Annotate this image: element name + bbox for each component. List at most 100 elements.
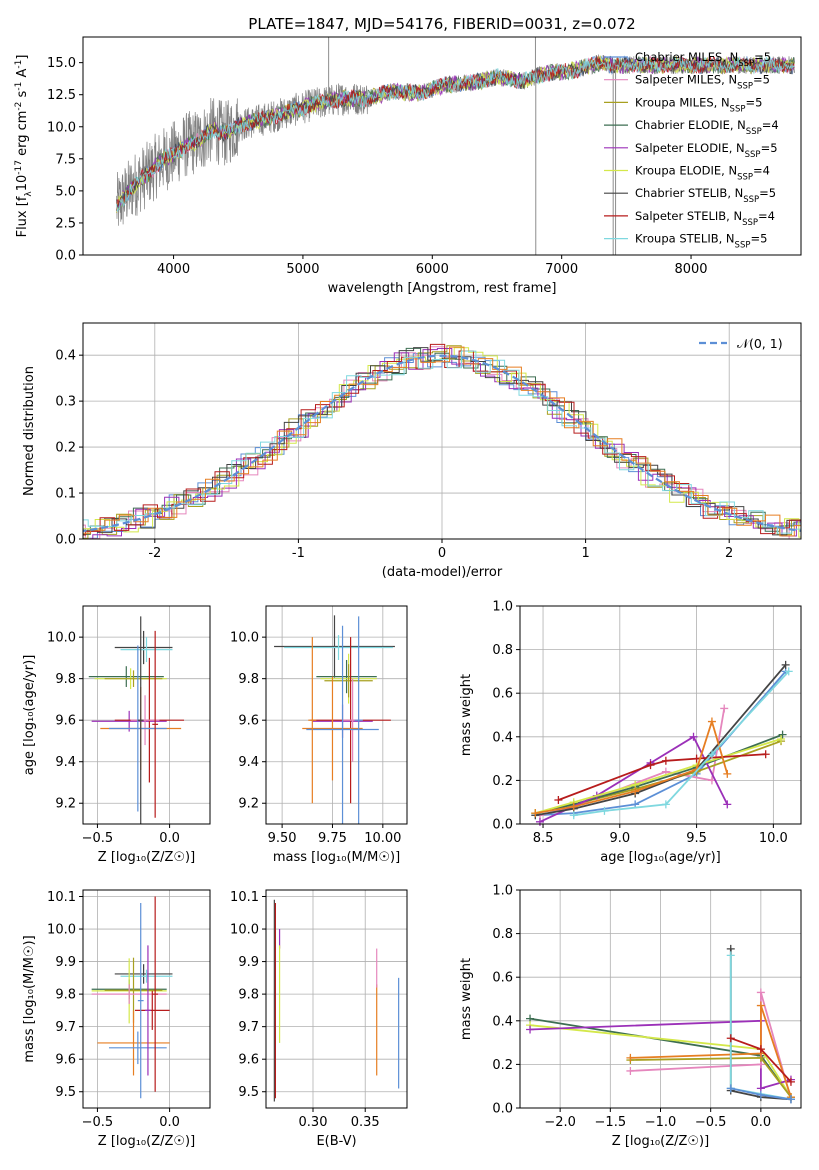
weight-marker-9-0 bbox=[569, 811, 578, 820]
legend-nssp: =5 bbox=[753, 73, 770, 87]
x-tick-label: 0 bbox=[438, 546, 446, 561]
x-tick-label: -1 bbox=[292, 546, 305, 561]
y-axis-label: Flux [fλ10-17 erg cm-2 s-1 A-1] bbox=[14, 55, 34, 238]
legend-name: Kroupa STELIB, N bbox=[635, 232, 735, 246]
weight-marker-6-4 bbox=[781, 660, 790, 669]
y-axis-label-part: erg cm bbox=[15, 111, 30, 160]
weight-marker-8-1 bbox=[756, 1090, 765, 1099]
weight-marker-3-2 bbox=[756, 988, 765, 997]
weight-marker-5-4 bbox=[777, 734, 786, 743]
legend-sub: SSP bbox=[737, 82, 753, 92]
x-tick-label: 9.0 bbox=[609, 831, 630, 846]
x-axis-label: Z [log₁₀(Z/Z☉)] bbox=[98, 1134, 195, 1149]
axes-mass-vs-Z bbox=[83, 890, 210, 1108]
legend-label-8: Kroupa STELIB, NSSP=5 bbox=[635, 232, 767, 251]
y-tick-label: 0.6 bbox=[492, 687, 513, 702]
figure-title: PLATE=1847, MJD=54176, FIBERID=0031, z=0… bbox=[248, 15, 635, 33]
y-tick-label: 0.2 bbox=[55, 441, 76, 456]
weight-lines-weight-vs-Z bbox=[526, 944, 795, 1104]
axes-frame bbox=[519, 605, 802, 825]
x-tick-label: −0.5 bbox=[82, 831, 114, 846]
x-tick-label: -2 bbox=[148, 546, 161, 561]
weight-marker-5-0 bbox=[626, 1053, 635, 1062]
legend-nssp: =5 bbox=[745, 95, 762, 109]
x-tick-label: 5000 bbox=[286, 262, 319, 277]
weight-marker-8-4 bbox=[707, 717, 716, 726]
frame-weight-vs-age: 8.5 9.0 9.5 10.0 0.0 0.2 0.4 0.6 0.8 1.0 age [log₁… bbox=[459, 600, 802, 865]
y-tick-label: 0.8 bbox=[492, 643, 513, 658]
weight-marker-7-1 bbox=[646, 761, 655, 770]
x-axis-label: Z [log₁₀(Z/Z☉)] bbox=[98, 850, 195, 865]
histogram-step-9 bbox=[83, 346, 801, 537]
errorbars-mass-vs-Z bbox=[91, 896, 173, 1099]
frame-spectrum: 4000 5000 6000 7000 8000 0.0 2.5 5.0 7.5 10.0 12.5… bbox=[47, 36, 802, 296]
y-tick-label: 9.9 bbox=[238, 955, 259, 970]
y-axis-label-part: A bbox=[15, 69, 30, 82]
y-tick-label: 10.0 bbox=[47, 631, 76, 646]
x-axis-label: (data-model)/error bbox=[382, 565, 503, 580]
x-tick-label: 7000 bbox=[545, 262, 578, 277]
y-tick-label: 9.7 bbox=[238, 1020, 259, 1035]
x-tick-label: 8000 bbox=[674, 262, 707, 277]
frame-mass-vs-ebv: 0.30 0.35 9.5 9.6 9.7 9.8 9.9 10.0 10.1 E(B-V) bbox=[230, 889, 408, 1149]
y-axis-label-part: -2 bbox=[14, 102, 24, 111]
y-tick-label: 9.5 bbox=[238, 1085, 259, 1100]
legend-sub: SSP bbox=[735, 241, 751, 251]
weight-marker-9-2 bbox=[661, 800, 670, 809]
legend-sub: SSP bbox=[742, 218, 758, 228]
legend-nssp: =5 bbox=[759, 186, 776, 200]
y-tick-label: 0.4 bbox=[492, 1014, 513, 1029]
x-axis-label: wavelength [Angstrom, rest frame] bbox=[328, 281, 557, 296]
x-tick-label: 9.75 bbox=[318, 831, 347, 846]
legend-nssp: =4 bbox=[758, 209, 775, 223]
y-tick-label: 9.6 bbox=[238, 714, 259, 729]
legend-label-5: Kroupa ELODIE, NSSP=4 bbox=[635, 164, 770, 183]
weight-series-5 bbox=[630, 1005, 792, 1098]
legend-label-2: Kroupa MILES, NSSP=5 bbox=[635, 95, 762, 114]
panels: 4000 5000 6000 7000 80000.02.55.07.510.012.5… bbox=[14, 36, 802, 1149]
frame-weight-vs-Z: −2.0 −1.5 −1.0 −0.5 0.0 0.0 0.2 0.4 0.6 0.8 1.0 Z [… bbox=[459, 884, 802, 1149]
y-tick-label: 0.6 bbox=[492, 971, 513, 986]
x-tick-label: 8.5 bbox=[533, 831, 554, 846]
spectrum-lines bbox=[116, 37, 795, 255]
weight-marker-9-2 bbox=[786, 1077, 795, 1086]
weight-marker-8-0 bbox=[726, 1084, 735, 1093]
x-tick-label: 9.50 bbox=[268, 831, 297, 846]
y-tick-label: 10.0 bbox=[47, 120, 76, 135]
weight-marker-7-2 bbox=[661, 756, 670, 765]
x-tick-label: 0.30 bbox=[299, 1115, 328, 1130]
y-axis-label-part: -17 bbox=[14, 160, 24, 175]
weight-marker-4-3 bbox=[689, 732, 698, 741]
x-tick-label: −0.5 bbox=[82, 1115, 114, 1130]
weight-marker-2-0 bbox=[526, 1025, 535, 1034]
x-tick-label: −0.5 bbox=[695, 1115, 727, 1130]
y-tick-label: 10.0 bbox=[230, 631, 259, 646]
frame-age-vs-mass: 9.50 9.75 10.00 9.2 9.4 9.6 9.8 10.0 mass [log₁₀… bbox=[230, 605, 408, 865]
y-tick-label: 0.3 bbox=[55, 395, 76, 410]
x-tick-label: 4000 bbox=[157, 262, 190, 277]
y-tick-label: 9.6 bbox=[238, 1053, 259, 1068]
legend-name: Chabrier ELODIE, N bbox=[635, 118, 746, 132]
weight-series-8 bbox=[535, 718, 729, 814]
legend-nssp: =5 bbox=[754, 50, 771, 64]
x-tick-label: 0.35 bbox=[351, 1115, 380, 1130]
legend-nssp: =5 bbox=[761, 141, 778, 155]
y-tick-label: 9.8 bbox=[238, 988, 259, 1003]
y-axis-label: mass weight bbox=[459, 674, 474, 756]
legend-name: Chabrier MILES, N bbox=[635, 50, 738, 64]
y-tick-label: 7.5 bbox=[55, 152, 76, 167]
legend-name: Kroupa MILES, N bbox=[635, 95, 730, 109]
y-tick-label: 15.0 bbox=[47, 56, 76, 71]
errorbars-mass-vs-ebv bbox=[273, 899, 400, 1102]
y-tick-label: 9.5 bbox=[55, 1085, 76, 1100]
x-tick-label: 0.0 bbox=[751, 1115, 772, 1130]
y-tick-label: 0.0 bbox=[492, 818, 513, 833]
x-tick-label: 1 bbox=[581, 546, 589, 561]
model-line-8 bbox=[116, 56, 795, 212]
legend-gaussian-label: 𝒩(0, 1) bbox=[737, 336, 783, 351]
axes-age-vs-mass bbox=[266, 606, 407, 824]
x-axis-label: E(B-V) bbox=[316, 1134, 356, 1149]
y-tick-label: 0.8 bbox=[492, 927, 513, 942]
errorbars-age-vs-mass bbox=[274, 615, 395, 824]
